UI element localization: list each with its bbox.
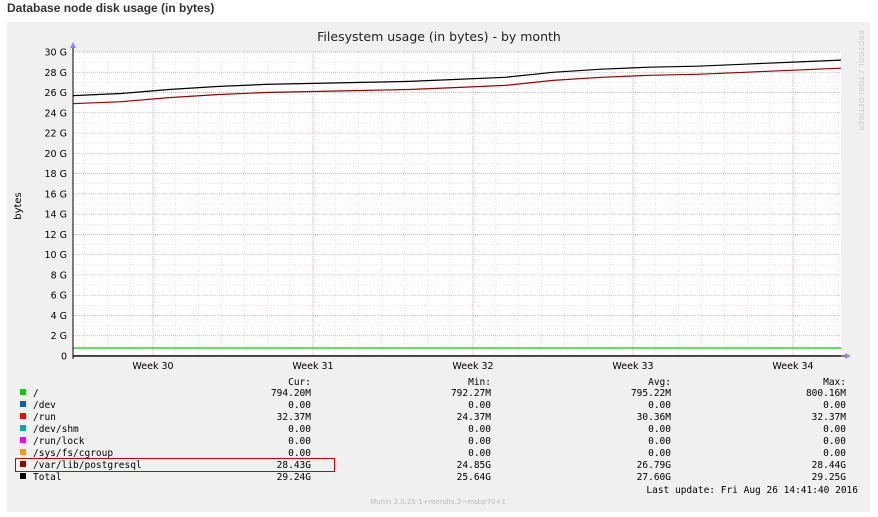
legend-value-avg: 795.22M (631, 388, 671, 399)
x-tick-label: Week 32 (452, 361, 493, 372)
legend-value-avg: 27.60G (637, 472, 672, 483)
legend-value-min: 0.00 (468, 400, 491, 411)
legend-value-min: 0.00 (468, 436, 491, 447)
last-update: Last update: Fri Aug 26 14:41:40 2016 (646, 485, 858, 496)
legend-swatch (20, 461, 26, 467)
legend-row-dev-shm: /dev/shm 0.00 0.00 0.00 0.00 (20, 424, 846, 435)
legend-row-total: Total 29.24G 25.64G 27.60G 29.25G (20, 472, 846, 483)
y-tick-label: 18 G (45, 169, 67, 180)
legend-value-avg: 0.00 (648, 436, 671, 447)
graph-panel: Filesystem usage (in bytes) - by month b… (7, 22, 870, 512)
legend-value-cur: 32.37M (277, 412, 312, 423)
legend-value-max: 800.16M (806, 388, 846, 399)
legend-row-sys-fs-cgroup: /sys/fs/cgroup 0.00 0.00 0.00 0.00 (20, 448, 846, 459)
y-tick-label: 12 G (45, 230, 67, 241)
legend-name: / (33, 388, 39, 399)
y-axis-label: bytes (13, 192, 24, 220)
legend-value-avg: 26.79G (637, 460, 672, 471)
x-tick-labels: Week 30 Week 31 Week 32 Week 33 Week 34 (132, 361, 813, 372)
legend-header-avg: Avg: (648, 377, 671, 388)
y-tick-label: 16 G (45, 189, 67, 200)
filesystem-usage-chart: Filesystem usage (in bytes) - by month b… (7, 22, 870, 512)
legend-value-max: 28.44G (812, 460, 847, 471)
munin-version: Munin 2.0.25-1+mendix.2~msbp70+1 (370, 498, 506, 506)
legend-value-max: 0.00 (823, 436, 846, 447)
legend-value-max: 32.37M (812, 412, 847, 423)
legend-name: /sys/fs/cgroup (33, 448, 113, 459)
y-tick-label: 20 G (45, 149, 67, 160)
legend-value-min: 792.27M (451, 388, 491, 399)
y-axis-arrow (70, 42, 76, 48)
y-tick-label: 2 G (51, 331, 67, 342)
legend: Cur: Min: Avg: Max: / 794.20M 792.27M 795.2… (16, 377, 847, 483)
legend-value-cur: 0.00 (288, 448, 311, 459)
legend-swatch (20, 413, 26, 419)
legend-value-min: 25.64G (457, 472, 492, 483)
legend-swatch (20, 401, 26, 407)
legend-value-avg: 0.00 (648, 424, 671, 435)
legend-value-cur: 794.20M (271, 388, 311, 399)
legend-row-root: / 794.20M 792.27M 795.22M 800.16M (20, 388, 846, 399)
y-tick-label: 30 G (45, 48, 67, 59)
y-tick-label: 24 G (45, 108, 67, 119)
legend-value-max: 29.25G (812, 472, 847, 483)
legend-swatch (20, 473, 26, 479)
legend-swatch (20, 425, 26, 431)
legend-value-avg: 0.00 (648, 448, 671, 459)
rrdtool-watermark: RRDTOOL / TOBI OETIKER (857, 30, 865, 131)
legend-value-avg: 30.36M (637, 412, 672, 423)
y-tick-label: 22 G (45, 129, 67, 140)
y-tick-label: 4 G (51, 311, 67, 322)
legend-header-min: Min: (468, 377, 491, 388)
legend-name: /run (33, 412, 56, 423)
legend-row-run-lock: /run/lock 0.00 0.00 0.00 0.00 (20, 436, 846, 447)
legend-value-min: 24.37M (457, 412, 492, 423)
legend-name: /var/lib/postgresql (33, 460, 142, 471)
chart-title: Filesystem usage (in bytes) - by month (317, 29, 561, 44)
x-tick-label: Week 34 (772, 361, 813, 372)
y-tick-label: 0 (61, 352, 67, 363)
legend-name: /dev/shm (33, 424, 79, 435)
legend-swatch (20, 389, 26, 395)
x-axis-arrow (845, 353, 851, 359)
legend-name: Total (33, 472, 62, 483)
legend-value-cur: 28.43G (277, 460, 312, 471)
legend-value-max: 0.00 (823, 424, 846, 435)
legend-row-dev: /dev 0.00 0.00 0.00 0.00 (20, 400, 846, 411)
x-tick-label: Week 33 (612, 361, 653, 372)
x-tick-label: Week 31 (292, 361, 333, 372)
legend-value-cur: 0.00 (288, 436, 311, 447)
legend-value-min: 24.85G (457, 460, 492, 471)
legend-value-max: 0.00 (823, 400, 846, 411)
legend-value-cur: 0.00 (288, 424, 311, 435)
legend-value-min: 0.00 (468, 424, 491, 435)
y-tick-label: 14 G (45, 210, 67, 221)
legend-value-cur: 29.24G (277, 472, 312, 483)
legend-swatch (20, 437, 26, 443)
legend-name: /dev (33, 400, 56, 411)
legend-swatch (20, 449, 26, 455)
legend-value-max: 0.00 (823, 448, 846, 459)
page-title: Database node disk usage (in bytes) (7, 1, 214, 15)
legend-name: /run/lock (33, 436, 85, 447)
legend-value-cur: 0.00 (288, 400, 311, 411)
legend-row-var-lib-postgresql: /var/lib/postgresql 28.43G 24.85G 26.79G 28.… (16, 459, 847, 472)
legend-header-max: Max: (823, 377, 846, 388)
y-tick-labels: 0 2 G 4 G 6 G 8 G 10 G 12 G 14 G 16 G 18 G 20 G 22 … (45, 48, 67, 363)
x-tick-label: Week 30 (132, 361, 173, 372)
legend-header-cur: Cur: (288, 377, 311, 388)
legend-value-min: 0.00 (468, 448, 491, 459)
y-tick-label: 8 G (51, 270, 67, 281)
y-tick-label: 6 G (51, 291, 67, 302)
y-tick-label: 10 G (45, 250, 67, 261)
legend-row-run: /run 32.37M 24.37M 30.36M 32.37M (20, 412, 846, 423)
y-tick-label: 28 G (45, 68, 67, 79)
y-tick-label: 26 G (45, 88, 67, 99)
legend-value-avg: 0.00 (648, 400, 671, 411)
